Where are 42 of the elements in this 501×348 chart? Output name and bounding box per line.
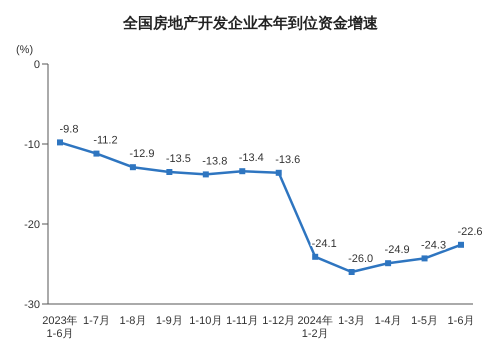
data-label: -13.6 xyxy=(275,154,300,166)
point xyxy=(93,150,100,157)
x-tick-label: 1-12月 xyxy=(262,315,296,327)
y-tick-label: -10 xyxy=(24,138,40,151)
y-tick-label: -20 xyxy=(24,218,40,231)
y-tick-label: -30 xyxy=(24,298,40,311)
point xyxy=(130,164,136,170)
point xyxy=(202,171,209,178)
point xyxy=(385,260,392,266)
y-axis-title: (%) xyxy=(16,44,34,56)
data-label: -24.3 xyxy=(421,239,446,252)
data-label: -12.9 xyxy=(129,148,154,160)
point xyxy=(166,169,172,175)
x-tick-label: 1-7月 xyxy=(83,315,110,327)
x-tick-label: 2023年 1-6月 xyxy=(42,315,78,340)
x-tick-label: 1-6月 xyxy=(448,315,474,327)
point xyxy=(312,254,318,260)
point xyxy=(348,269,355,275)
data-label: -11.2 xyxy=(93,134,118,147)
point xyxy=(422,255,428,262)
point xyxy=(239,168,246,174)
data-label: -24.1 xyxy=(312,238,337,250)
data-label: -13.8 xyxy=(202,155,228,168)
y-tick-label: 0 xyxy=(34,58,40,71)
chart-title: 全国房地产开发企业本年到位资金增速 xyxy=(122,14,379,34)
data-label: -24.9 xyxy=(384,244,410,256)
data-label: -9.8 xyxy=(60,123,78,136)
point xyxy=(458,242,464,248)
point xyxy=(276,170,282,176)
data-label: -26.0 xyxy=(348,253,374,265)
data-label: -13.4 xyxy=(238,152,264,164)
x-tick-label: 1-9月 xyxy=(156,315,183,327)
x-tick-label: 1-4月 xyxy=(374,315,402,327)
x-tick-label: 1-3月 xyxy=(338,315,366,327)
x-tick-label: 1-5月 xyxy=(411,315,438,327)
x-tick-label: 1-11月 xyxy=(226,315,258,327)
data-label: -22.6 xyxy=(457,226,483,238)
data-label: -13.5 xyxy=(166,153,191,165)
x-tick-label: 1-10月 xyxy=(189,315,222,327)
x-tick-label: 2024年 1-2月 xyxy=(297,315,333,340)
point xyxy=(57,139,63,146)
x-tick-label: 1-8月 xyxy=(119,315,146,327)
